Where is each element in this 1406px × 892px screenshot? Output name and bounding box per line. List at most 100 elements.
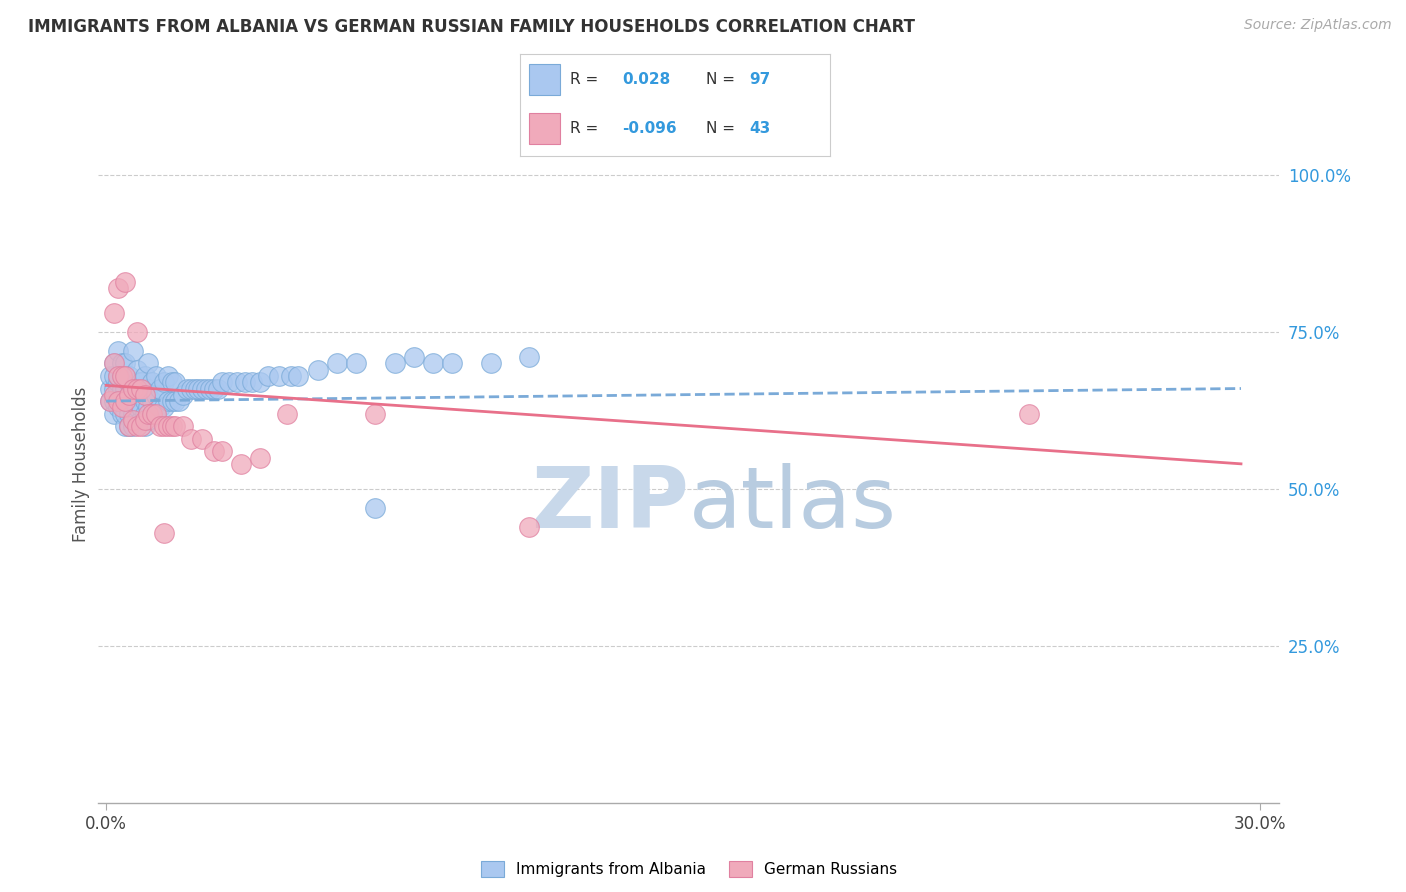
Text: R =: R = — [569, 71, 598, 87]
Point — [218, 376, 240, 390]
Point — [364, 500, 387, 515]
Point — [125, 388, 148, 402]
Point — [103, 382, 125, 396]
Point — [441, 356, 464, 370]
Point — [153, 419, 176, 434]
Point — [103, 388, 125, 402]
Point — [202, 444, 225, 458]
Point — [103, 356, 125, 370]
Text: IMMIGRANTS FROM ALBANIA VS GERMAN RUSSIAN FAMILY HOUSEHOLDS CORRELATION CHART: IMMIGRANTS FROM ALBANIA VS GERMAN RUSSIA… — [28, 18, 915, 36]
Text: N =: N = — [706, 71, 735, 87]
Point — [107, 368, 129, 383]
Point — [276, 407, 298, 421]
Point — [107, 401, 129, 415]
Point — [98, 394, 121, 409]
Point — [138, 401, 160, 415]
Point — [114, 407, 136, 421]
Point — [422, 356, 444, 370]
Point — [364, 407, 387, 421]
Point — [107, 376, 129, 390]
Point — [402, 350, 425, 364]
Point — [125, 413, 148, 427]
Point — [176, 382, 198, 396]
Point — [479, 356, 502, 370]
Point — [172, 388, 194, 402]
Text: N =: N = — [706, 121, 735, 136]
Point — [98, 382, 121, 396]
Bar — [530, 113, 561, 144]
Point — [153, 525, 176, 540]
Point — [1018, 407, 1040, 421]
Point — [149, 419, 172, 434]
Point — [114, 394, 136, 409]
Point — [107, 388, 129, 402]
Point — [103, 407, 125, 421]
Point — [98, 394, 121, 409]
Point — [134, 388, 156, 402]
Point — [229, 457, 252, 471]
Point — [103, 394, 125, 409]
Point — [211, 444, 233, 458]
Point — [202, 382, 225, 396]
Point — [118, 388, 141, 402]
Point — [125, 401, 148, 415]
Point — [160, 394, 183, 409]
Point — [107, 368, 129, 383]
Point — [107, 343, 129, 358]
Point — [240, 376, 263, 390]
Point — [156, 419, 179, 434]
Point — [125, 376, 148, 390]
Point — [134, 413, 156, 427]
Point — [129, 413, 152, 427]
Point — [145, 407, 167, 421]
Point — [156, 368, 179, 383]
Point — [384, 356, 406, 370]
Point — [107, 281, 129, 295]
Point — [103, 356, 125, 370]
Point — [122, 394, 145, 409]
Point — [103, 368, 125, 383]
Point — [207, 382, 229, 396]
Point — [129, 419, 152, 434]
Point — [110, 368, 132, 383]
Point — [122, 343, 145, 358]
Point — [141, 407, 163, 421]
Bar — [530, 64, 561, 95]
Point — [125, 362, 148, 376]
Point — [122, 413, 145, 427]
Point — [122, 382, 145, 396]
Point — [517, 519, 540, 533]
Point — [98, 368, 121, 383]
Point — [107, 382, 129, 396]
Point — [149, 382, 172, 396]
Legend: Immigrants from Albania, German Russians: Immigrants from Albania, German Russians — [475, 855, 903, 883]
Point — [118, 407, 141, 421]
Text: 0.028: 0.028 — [623, 71, 671, 87]
Point — [233, 376, 256, 390]
Point — [180, 382, 202, 396]
Point — [103, 306, 125, 320]
Point — [165, 419, 187, 434]
Point — [145, 368, 167, 383]
Point — [114, 368, 136, 383]
Point — [118, 368, 141, 383]
Point — [307, 362, 329, 376]
Point — [280, 368, 302, 383]
Text: 43: 43 — [749, 121, 770, 136]
Point — [287, 368, 309, 383]
Point — [138, 356, 160, 370]
Point — [134, 394, 156, 409]
Point — [211, 376, 233, 390]
Point — [180, 432, 202, 446]
Point — [110, 401, 132, 415]
Y-axis label: Family Households: Family Households — [72, 386, 90, 541]
Text: -0.096: -0.096 — [623, 121, 676, 136]
Point — [110, 356, 132, 370]
Point — [118, 388, 141, 402]
Point — [122, 382, 145, 396]
Point — [114, 419, 136, 434]
Point — [165, 394, 187, 409]
Point — [195, 382, 218, 396]
Point — [118, 419, 141, 434]
Text: Source: ZipAtlas.com: Source: ZipAtlas.com — [1244, 18, 1392, 32]
